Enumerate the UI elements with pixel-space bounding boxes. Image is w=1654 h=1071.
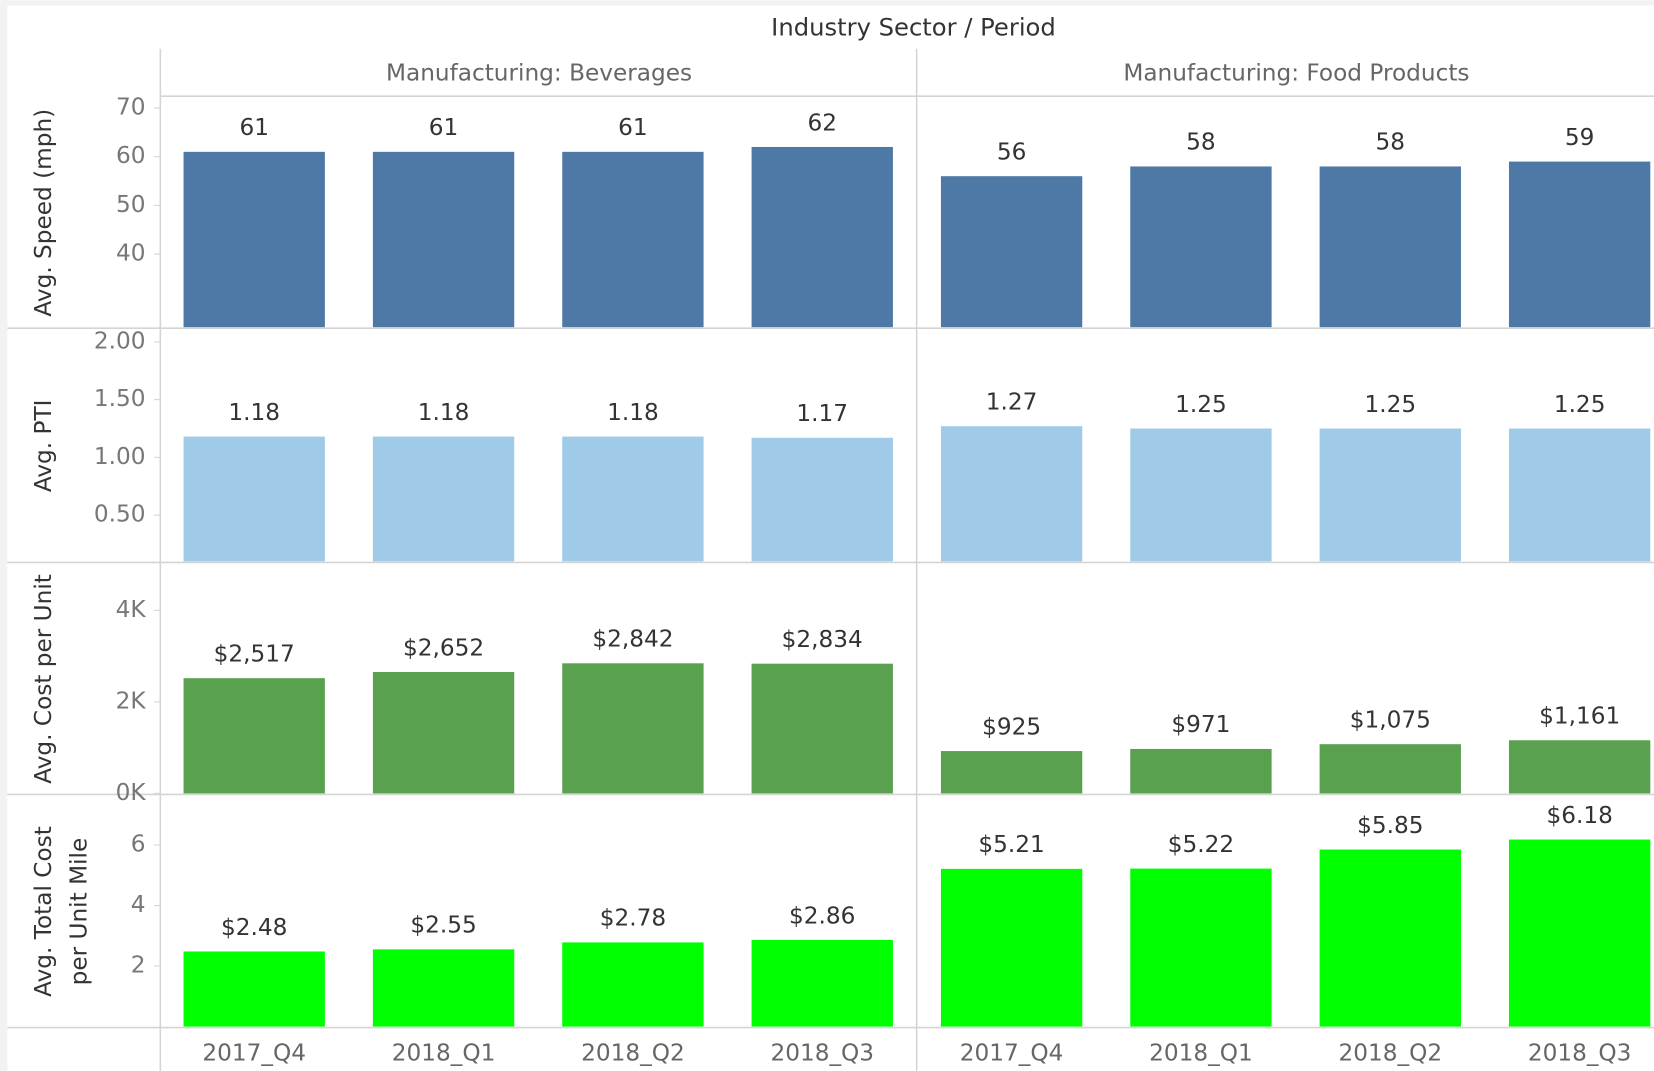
data-label: 1.17 [796,400,848,427]
y-tick-label: 1.50 [94,385,146,412]
data-label: $1,075 [1350,706,1431,733]
bar [1508,839,1651,1027]
bar [562,942,704,1027]
bar [372,672,515,794]
data-label: $2.55 [410,912,476,939]
bar [183,151,325,328]
bar [751,939,893,1027]
bar [1508,428,1651,562]
bar [940,176,1083,328]
bar [1130,868,1272,1027]
bar [183,436,325,562]
bar [372,436,515,562]
x-tick-label: 2018_Q1 [1149,1039,1253,1066]
data-label: 58 [1186,129,1216,156]
bar [940,868,1083,1027]
bar [751,437,893,562]
x-tick-label: 2018_Q1 [392,1039,496,1066]
data-label: $5.85 [1357,812,1423,839]
data-label: $925 [982,713,1041,740]
data-label: $2,842 [592,626,673,653]
data-label: $2,517 [214,640,295,667]
x-tick-label: 2018_Q3 [770,1039,874,1066]
bar [372,949,515,1027]
bar [1319,849,1461,1027]
data-label: $1,161 [1539,703,1620,730]
x-tick-label: 2018_Q2 [581,1039,685,1066]
bar [940,751,1083,794]
data-label: 62 [807,109,837,136]
data-label: $2.86 [789,902,855,929]
bar [1508,161,1651,328]
data-label: $6.18 [1546,802,1612,829]
y-tick-label: 4K [116,596,147,623]
bar [1130,166,1272,328]
bar [1319,166,1461,328]
data-label: 1.18 [418,399,470,426]
data-label: $2,652 [403,634,484,661]
x-tick-label: 2017_Q4 [202,1039,306,1066]
data-label: $5.21 [978,831,1044,858]
x-tick-label: 2018_Q3 [1528,1039,1632,1066]
bar [1319,744,1461,794]
y-tick-label: 2K [116,687,147,714]
x-tick-label: 2018_Q2 [1338,1039,1442,1066]
data-label: 1.27 [986,388,1038,415]
y-tick-label: 6 [131,830,146,857]
y-tick-label: 0K [116,779,147,806]
bar [372,151,515,328]
data-label: 59 [1565,124,1595,151]
data-label: 56 [997,138,1027,165]
data-label: 1.25 [1554,391,1606,418]
bar [183,678,325,794]
data-label: 61 [429,114,459,141]
group-header: Manufacturing: Beverages [386,60,692,87]
x-tick-label: 2017_Q4 [960,1039,1064,1066]
data-label: 1.18 [607,399,659,426]
y-tick-label: 0.50 [94,501,146,528]
y-axis-title: per Unit Mile [66,838,93,986]
y-tick-label: 4 [131,891,146,918]
bar [1130,428,1272,562]
data-label: $2,834 [782,626,863,653]
y-tick-label: 70 [116,94,146,121]
data-label: 1.25 [1175,391,1227,418]
bar [562,436,704,562]
data-label: $2.48 [221,914,287,941]
bar [1508,740,1651,794]
y-tick-label: 2.00 [94,327,146,354]
bar [751,146,893,328]
y-axis-title: Avg. Total Cost [30,826,57,997]
y-axis-title: Avg. PTI [30,400,57,493]
chart-title: Industry Sector / Period [771,13,1056,42]
bar [562,663,704,794]
y-tick-label: 60 [116,142,146,169]
data-label: $971 [1171,711,1230,738]
group-header: Manufacturing: Food Products [1123,60,1469,87]
bar [1319,428,1461,562]
bar [940,426,1083,562]
y-tick-label: 40 [116,240,146,267]
y-axis-title: Avg. Speed (mph) [30,109,57,317]
y-axis-title: Avg. Cost per Unit [30,574,57,784]
data-label: 58 [1376,129,1406,156]
bar [751,663,893,794]
bar [183,951,325,1027]
data-label: 1.18 [228,399,280,426]
bar [1130,748,1272,794]
y-tick-label: 1.00 [94,443,146,470]
y-tick-label: 50 [116,191,146,218]
pane-borders [7,48,1654,1071]
y-tick-label: 2 [131,952,146,979]
data-label: 61 [239,114,269,141]
data-label: $2.78 [600,905,666,932]
data-label: $5.22 [1168,831,1234,858]
bar [562,151,704,328]
data-label: 61 [618,114,648,141]
data-label: 1.25 [1364,391,1416,418]
